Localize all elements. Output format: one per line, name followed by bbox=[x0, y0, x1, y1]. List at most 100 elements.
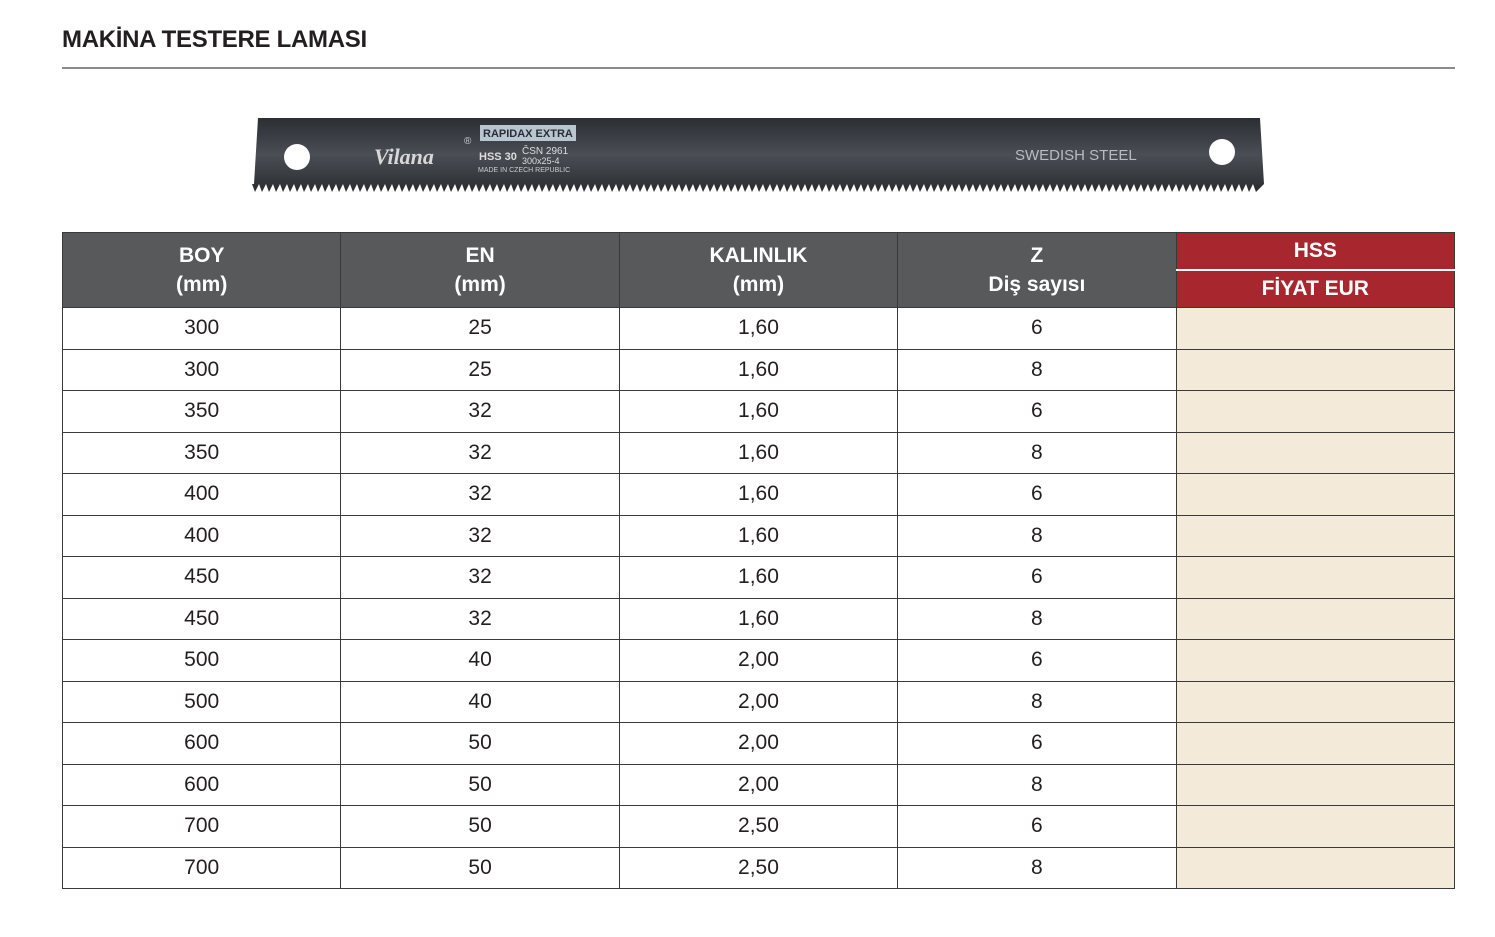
header-cell: Z Diş sayısı bbox=[897, 232, 1177, 308]
table-cell: 1,60 bbox=[618, 473, 899, 516]
table-cell: 450 bbox=[61, 556, 342, 599]
table-row: 700 50 2,50 8 bbox=[61, 846, 1456, 889]
table-cell: 6 bbox=[897, 556, 1177, 599]
table-row: 450 32 1,60 6 bbox=[61, 556, 1456, 599]
table-cell: 1,60 bbox=[618, 307, 899, 350]
table-row: 500 40 2,00 8 bbox=[61, 680, 1456, 723]
table-cell: 2,00 bbox=[618, 763, 899, 806]
table-cell: 8 bbox=[897, 348, 1177, 391]
table-row: 400 32 1,60 6 bbox=[61, 473, 1456, 516]
table-row: 450 32 1,60 8 bbox=[61, 597, 1456, 640]
table-cell: 6 bbox=[897, 390, 1177, 433]
table-cell: 40 bbox=[340, 639, 620, 682]
table-cell: 6 bbox=[897, 805, 1177, 848]
table-row: 700 50 2,50 6 bbox=[61, 805, 1456, 848]
table-cell: 32 bbox=[340, 514, 620, 557]
header-row: FİYAT EUR bbox=[63, 269, 1456, 308]
header-text: Diş sayısı bbox=[988, 273, 1086, 296]
table-cell: 700 bbox=[61, 805, 342, 848]
table-cell: 1,60 bbox=[618, 431, 899, 474]
table-cell: 25 bbox=[340, 307, 620, 350]
title-rule bbox=[62, 67, 1455, 69]
table-cell: 6 bbox=[897, 639, 1177, 682]
table-cell: 40 bbox=[340, 680, 620, 723]
blade-hole bbox=[284, 144, 310, 170]
table-row: 500 40 2,00 6 bbox=[61, 639, 1456, 682]
table-cell: 1,60 bbox=[618, 597, 899, 640]
table-row: 300 25 1,60 8 bbox=[61, 348, 1456, 391]
price-cell bbox=[1175, 431, 1456, 474]
table-cell: 6 bbox=[897, 307, 1177, 350]
table-cell: 6 bbox=[897, 473, 1177, 516]
table-cell: 50 bbox=[340, 805, 620, 848]
price-table: BOY (mm) EN (mm) KALINLIK (mm) Z Diş sayısı HSS F… bbox=[61, 232, 1456, 889]
table-cell: 8 bbox=[897, 431, 1177, 474]
table-cell: 8 bbox=[897, 597, 1177, 640]
origin: MADE IN CZECH REPUBLIC bbox=[478, 167, 570, 174]
table-cell: 450 bbox=[61, 597, 342, 640]
price-cell bbox=[1175, 514, 1456, 557]
table-cell: 1,60 bbox=[618, 556, 899, 599]
table-cell: 32 bbox=[340, 473, 620, 516]
header-text: (mm) bbox=[176, 273, 228, 296]
price-cell bbox=[1175, 307, 1456, 350]
table-cell: 1,60 bbox=[618, 390, 899, 433]
registered: ® bbox=[464, 136, 472, 147]
table-cell: 50 bbox=[340, 846, 620, 889]
table-row: 350 32 1,60 8 bbox=[61, 431, 1456, 474]
price-cell bbox=[1175, 348, 1456, 391]
header-row: BOY (mm) EN (mm) KALINLIK (mm) Z Diş sayısı HSS bbox=[61, 232, 1456, 308]
table-row: 600 50 2,00 6 bbox=[61, 722, 1456, 765]
price-cell bbox=[1175, 680, 1456, 723]
price-cell bbox=[1175, 722, 1456, 765]
table-cell: 500 bbox=[61, 680, 342, 723]
price-cell bbox=[1175, 390, 1456, 433]
table-cell: 32 bbox=[340, 390, 620, 433]
header-text: EN bbox=[465, 244, 495, 267]
size: 300x25-4 bbox=[522, 156, 560, 166]
blade-hole bbox=[1209, 139, 1235, 165]
header-cell: KALINLIK (mm) bbox=[618, 232, 899, 308]
table-cell: 32 bbox=[340, 431, 620, 474]
table-cell: 700 bbox=[61, 846, 342, 889]
header-text: (mm) bbox=[454, 273, 506, 296]
price-cell bbox=[1175, 556, 1456, 599]
table-cell: 32 bbox=[340, 556, 620, 599]
price-cell bbox=[1175, 639, 1456, 682]
table-cell: 8 bbox=[897, 846, 1177, 889]
table-cell: 350 bbox=[61, 390, 342, 433]
header-text: FİYAT EUR bbox=[1261, 277, 1369, 300]
table-cell: 6 bbox=[897, 722, 1177, 765]
brand-logo: Vilana bbox=[374, 144, 434, 169]
table-cell: 400 bbox=[61, 514, 342, 557]
table-cell: 600 bbox=[61, 763, 342, 806]
header-text: Z bbox=[1030, 244, 1044, 267]
series-badge bbox=[480, 125, 576, 141]
price-cell bbox=[1175, 763, 1456, 806]
table-cell: 600 bbox=[61, 722, 342, 765]
series: RAPIDAX EXTRA bbox=[483, 128, 573, 140]
title: MAKİNA TESTERE LAMASI bbox=[62, 26, 367, 53]
price-cell bbox=[1175, 597, 1456, 640]
table-cell: 2,00 bbox=[618, 722, 899, 765]
header-text: HSS bbox=[1293, 239, 1337, 262]
table-cell: 8 bbox=[897, 763, 1177, 806]
header-cell: FİYAT EUR bbox=[1175, 269, 1456, 308]
table-cell: 8 bbox=[897, 514, 1177, 557]
price-cell bbox=[1175, 846, 1456, 889]
table-row: 400 32 1,60 8 bbox=[61, 514, 1456, 557]
table-cell: 500 bbox=[61, 639, 342, 682]
table-cell: 2,50 bbox=[618, 846, 899, 889]
price-cell bbox=[1175, 805, 1456, 848]
table-cell: 350 bbox=[61, 431, 342, 474]
header-text: BOY bbox=[178, 244, 225, 267]
table-cell: 1,60 bbox=[618, 514, 899, 557]
table-cell: 2,50 bbox=[618, 805, 899, 848]
table-cell: 2,00 bbox=[618, 639, 899, 682]
table-cell: 32 bbox=[340, 597, 620, 640]
header-text: KALINLIK bbox=[709, 244, 808, 267]
header-cell: HSS bbox=[1175, 232, 1456, 271]
steel: SWEDISH STEEL bbox=[1015, 147, 1137, 164]
table-cell: 2,00 bbox=[618, 680, 899, 723]
